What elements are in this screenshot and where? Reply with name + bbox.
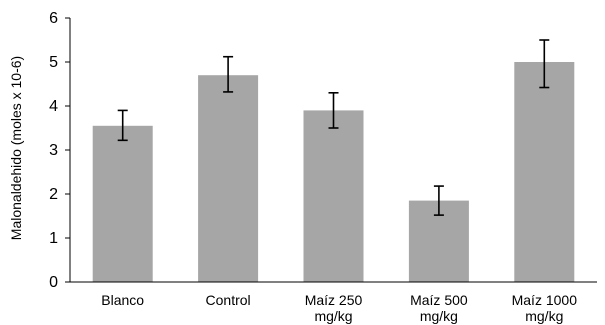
bar [303,110,364,283]
x-category-label: mg/kg [525,308,563,324]
y-axis-ticks: 0 1 2 3 4 5 6 [49,10,70,291]
y-tick-label: 6 [49,10,58,27]
error-bar [117,109,128,142]
x-category-label: Maíz 250 [305,292,363,308]
bars-group [92,62,575,283]
y-tick-label: 1 [49,230,58,247]
y-tick-label: 2 [49,186,58,203]
error-bar [433,185,444,216]
x-category-label: Maíz 500 [410,292,468,308]
y-axis-title: Malonaldehido (moles x 10-6) [8,56,24,240]
x-category-label: Maíz 1000 [512,292,578,308]
x-category-label: Control [206,292,251,308]
error-bar [539,39,550,89]
axes-group [69,18,597,283]
error-bar [223,55,234,93]
y-tick-label: 5 [49,54,58,71]
y-tick-label: 4 [49,98,58,115]
bar [514,62,575,282]
y-tick-label: 3 [49,142,58,159]
error-bars-group [117,39,550,216]
bar [92,125,153,282]
x-category-label: Blanco [101,292,144,308]
x-category-label: mg/kg [420,308,458,324]
bar [198,75,259,282]
error-bar [328,92,339,129]
x-category-label: mg/kg [314,308,352,324]
y-tick-label: 0 [49,274,58,291]
